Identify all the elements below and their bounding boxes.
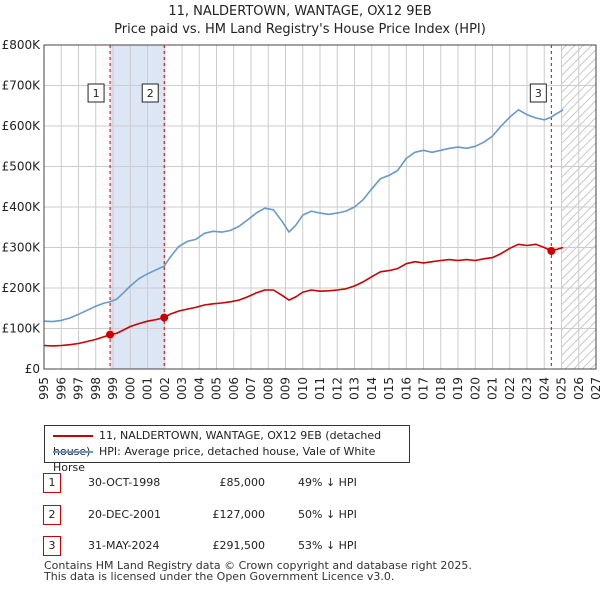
x-tick-label-22: 2017 — [417, 377, 431, 400]
sale-label-box-3 — [529, 83, 547, 103]
sale-hpi-3: 53% ↓ HPI — [298, 539, 357, 552]
x-tick-label-30: 2025 — [555, 377, 569, 400]
y-tick-label-1: £100K — [2, 322, 42, 336]
y-tick-label-3: £300K — [2, 241, 42, 255]
footer-attribution: Contains HM Land Registry data © Crown c… — [44, 560, 472, 582]
chart-title-line2: Price paid vs. HM Land Registry's House … — [114, 22, 486, 37]
footer-line-2: This data is licensed under the Open Gov… — [44, 570, 395, 583]
x-tick-label-26: 2021 — [486, 377, 500, 400]
sale-date-2: 20-DEC-2001 — [88, 508, 162, 521]
x-tick-label-17: 2012 — [330, 377, 344, 400]
x-tick-label-3: 1998 — [89, 377, 103, 400]
sale-point-2 — [160, 313, 169, 322]
x-tick-label-18: 2013 — [348, 377, 362, 400]
legend-item-hpi: HPI: Average price, detached house, Vale… — [53, 444, 409, 474]
sale-label-1: 1 — [93, 87, 100, 100]
x-tick-label-31: 2026 — [572, 377, 586, 400]
price-chart: 1 2 3 £0 £100K £200K £300K £400K £500K £600K £700… — [2, 38, 600, 400]
x-tick-label-9: 2004 — [192, 377, 206, 400]
property-line — [43, 243, 564, 347]
x-tick-label-10: 2005 — [210, 377, 224, 400]
x-tick-label-14: 2009 — [279, 377, 293, 400]
x-tick-label-16: 2011 — [313, 377, 327, 400]
x-tick-label-7: 2002 — [158, 377, 172, 400]
x-tick-label-1: 1996 — [54, 377, 68, 400]
x-tick-label-24: 2019 — [451, 377, 465, 400]
x-tick-label-6: 2001 — [141, 377, 155, 400]
legend-swatch-hpi — [53, 451, 93, 453]
sale-label-box-2 — [141, 83, 159, 103]
x-tick-label-13: 2008 — [261, 377, 275, 400]
footer-line-1: Contains HM Land Registry data © Crown c… — [44, 559, 472, 572]
y-tick-label-2: £200K — [2, 281, 42, 295]
legend-label-hpi: HPI: Average price, detached house, Vale… — [53, 445, 376, 474]
x-tick-label-19: 2014 — [365, 377, 379, 400]
sale-badge-3: 3 — [43, 536, 61, 556]
sale-hpi-2: 50% ↓ HPI — [298, 508, 357, 521]
x-tick-label-25: 2020 — [468, 377, 482, 400]
x-tick-label-15: 2010 — [296, 377, 310, 400]
legend-item-property: 11, NALDERTOWN, WANTAGE, OX12 9EB (detac… — [53, 428, 409, 458]
legend-swatch-property — [53, 435, 93, 437]
y-tick-label-0: £0 — [25, 362, 40, 376]
x-tick-label-23: 2018 — [434, 377, 448, 400]
x-tick-label-4: 1999 — [106, 377, 120, 400]
sale-date-1: 30-OCT-1998 — [88, 476, 161, 489]
sale-label-2: 2 — [147, 87, 154, 100]
chart-legend: 11, NALDERTOWN, WANTAGE, OX12 9EB (detac… — [44, 425, 410, 474]
plot-frame — [43, 44, 597, 370]
sale-point-3 — [547, 246, 556, 255]
x-tick-label-11: 2006 — [227, 377, 241, 400]
x-tick-label-8: 2003 — [175, 377, 189, 400]
sale-label-box-1 — [87, 83, 105, 103]
sale-badge-1: 1 — [43, 473, 61, 493]
sale-price-3: £291,500 — [212, 539, 266, 552]
x-tick-label-5: 2000 — [123, 377, 137, 400]
y-tick-label-4: £400K — [2, 200, 42, 214]
sale-hpi-1: 49% ↓ HPI — [298, 476, 357, 489]
y-tick-label-6: £600K — [2, 119, 42, 133]
x-tick-label-29: 2024 — [537, 377, 551, 400]
x-tick-label-28: 2023 — [520, 377, 534, 400]
y-tick-label-8: £800K — [2, 38, 42, 52]
chart-title-line1: 11, NALDERTOWN, WANTAGE, OX12 9EB — [168, 4, 432, 19]
sale-badge-2: 2 — [43, 505, 61, 525]
x-tick-label-2: 1997 — [72, 377, 86, 400]
x-tick-label-21: 2016 — [399, 377, 413, 400]
hpi-line — [43, 109, 564, 323]
x-tick-label-12: 2007 — [244, 377, 258, 400]
sale-price-1: £85,000 — [219, 476, 266, 489]
x-tick-label-27: 2022 — [503, 377, 517, 400]
x-tick-label-0: 1995 — [37, 377, 51, 400]
x-tick-label-32: 2027 — [589, 377, 600, 400]
sale-date-3: 31-MAY-2024 — [88, 539, 160, 552]
sale-point-1 — [106, 330, 115, 339]
sale-label-3: 3 — [535, 87, 542, 100]
y-tick-label-5: £500K — [2, 160, 42, 174]
sale-price-2: £127,000 — [212, 508, 266, 521]
y-tick-label-7: £700K — [2, 79, 42, 93]
x-tick-label-20: 2015 — [382, 377, 396, 400]
